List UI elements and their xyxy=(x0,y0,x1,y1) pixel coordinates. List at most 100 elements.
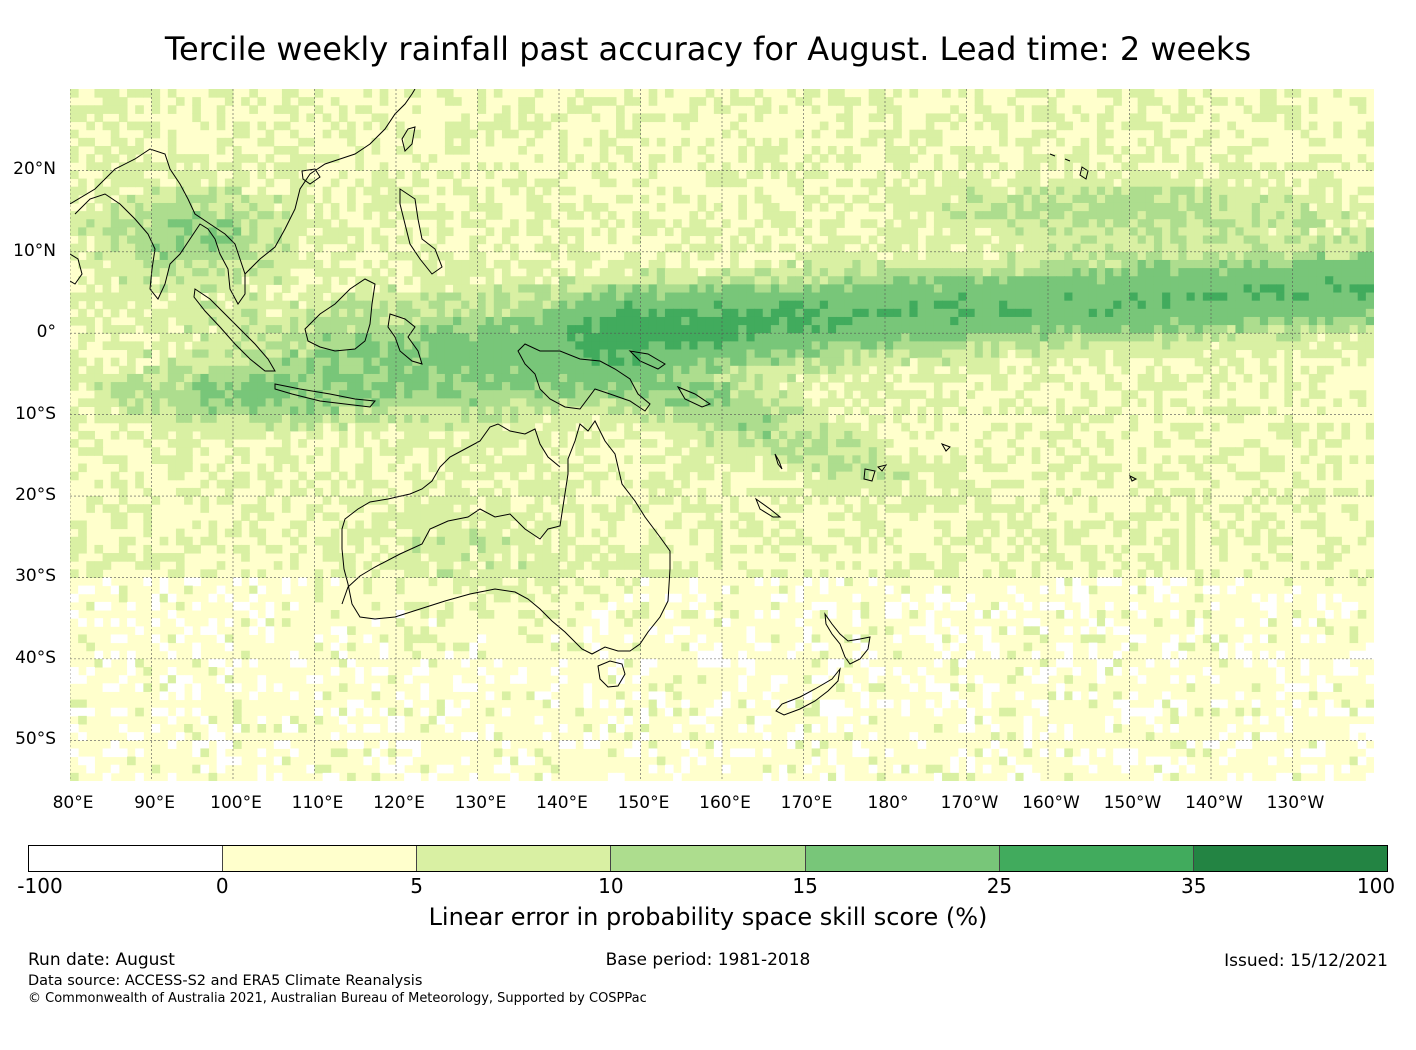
skill-cell xyxy=(885,129,894,139)
skill-cell xyxy=(102,414,112,424)
skill-cell xyxy=(379,382,389,391)
skill-cell xyxy=(216,325,226,334)
skill-cell xyxy=(779,333,788,342)
skill-cell xyxy=(290,243,299,253)
skill-cell xyxy=(1325,259,1334,269)
skill-cell xyxy=(510,382,519,391)
skill-cell xyxy=(216,268,226,277)
skill-cell xyxy=(78,259,87,269)
skill-cell xyxy=(1080,186,1090,196)
skill-cell xyxy=(1268,292,1277,302)
skill-cell xyxy=(249,390,258,399)
skill-cell xyxy=(1235,186,1245,196)
skill-cell xyxy=(216,121,226,131)
skill-cell xyxy=(550,390,560,399)
skill-cell xyxy=(200,390,210,399)
skill-cell xyxy=(477,333,487,342)
skill-cell xyxy=(1007,300,1016,310)
skill-cell xyxy=(917,316,927,326)
skill-cell xyxy=(770,276,780,285)
skill-cell xyxy=(1178,341,1188,351)
skill-cell xyxy=(453,145,462,155)
skill-cell xyxy=(387,268,397,277)
skill-cell xyxy=(1015,137,1025,147)
skill-cell xyxy=(795,292,804,302)
skill-cell xyxy=(770,300,780,310)
skill-cell xyxy=(942,113,951,123)
skill-cell xyxy=(518,259,527,269)
skill-cell xyxy=(143,178,152,188)
skill-cell xyxy=(664,390,674,399)
skill-cell xyxy=(1064,333,1073,342)
skill-cell xyxy=(1243,145,1253,155)
skill-cell xyxy=(1276,316,1285,326)
skill-cell xyxy=(347,121,356,131)
skill-cell xyxy=(371,145,381,155)
skill-cell xyxy=(151,129,161,139)
skill-cell xyxy=(1105,178,1114,188)
skill-cell xyxy=(322,194,332,204)
skill-cell xyxy=(355,284,364,294)
skill-cell xyxy=(1129,414,1139,424)
skill-cell xyxy=(860,243,870,253)
skill-cell xyxy=(444,211,454,220)
skill-cell xyxy=(1162,382,1171,391)
skill-cell xyxy=(909,455,919,464)
skill-cell xyxy=(1308,300,1318,310)
skill-cell xyxy=(135,406,144,416)
skill-cell xyxy=(901,284,910,294)
skill-cell xyxy=(281,243,291,253)
skill-cell xyxy=(950,390,959,399)
skill-cell xyxy=(534,455,544,464)
skill-cell xyxy=(1251,202,1261,212)
skill-cell xyxy=(787,292,796,302)
skill-cell xyxy=(844,178,853,188)
skill-cell xyxy=(224,162,234,171)
skill-cell xyxy=(379,121,389,131)
skill-cell xyxy=(501,300,511,310)
skill-cell xyxy=(387,414,397,424)
skill-cell xyxy=(550,268,560,277)
skill-cell xyxy=(697,316,707,326)
skill-cell xyxy=(192,414,201,424)
skill-cell xyxy=(999,162,1008,171)
skill-cell xyxy=(550,325,560,334)
skill-cell xyxy=(1137,398,1147,408)
skill-cell xyxy=(347,243,356,253)
skill-cell xyxy=(110,186,120,196)
skill-cell xyxy=(1007,211,1016,220)
skill-cell xyxy=(1178,235,1188,245)
skill-cell xyxy=(1227,145,1236,155)
skill-cell xyxy=(1333,219,1342,228)
skill-cell xyxy=(257,316,267,326)
skill-cell xyxy=(167,194,177,204)
skill-cell xyxy=(1202,129,1212,139)
skill-cell xyxy=(1080,422,1090,432)
skill-cell xyxy=(1137,333,1147,342)
skill-cell xyxy=(1300,129,1310,139)
skill-cell xyxy=(770,455,780,464)
skill-cell xyxy=(852,300,862,310)
skill-cell xyxy=(697,414,707,424)
skill-cell xyxy=(1064,414,1073,424)
skill-cell xyxy=(770,390,780,399)
skill-cell xyxy=(1039,202,1049,212)
skill-cell xyxy=(803,382,813,391)
skill-cell xyxy=(1129,268,1139,277)
skill-cell xyxy=(950,121,959,131)
skill-cell xyxy=(722,276,731,285)
skill-cell xyxy=(1219,194,1228,204)
skill-cell xyxy=(1268,284,1277,294)
skill-cell xyxy=(216,349,226,359)
skill-cell xyxy=(1316,202,1326,212)
skill-cell xyxy=(1235,447,1245,456)
skill-cell xyxy=(1202,455,1212,464)
skill-cell xyxy=(1007,235,1016,245)
skill-cell xyxy=(575,349,584,359)
skill-cell xyxy=(1129,113,1139,123)
skill-cell xyxy=(1300,162,1310,171)
skill-cell xyxy=(942,178,951,188)
skill-cell xyxy=(1137,105,1147,114)
skill-cell xyxy=(697,162,707,171)
skill-cell xyxy=(1365,316,1374,326)
